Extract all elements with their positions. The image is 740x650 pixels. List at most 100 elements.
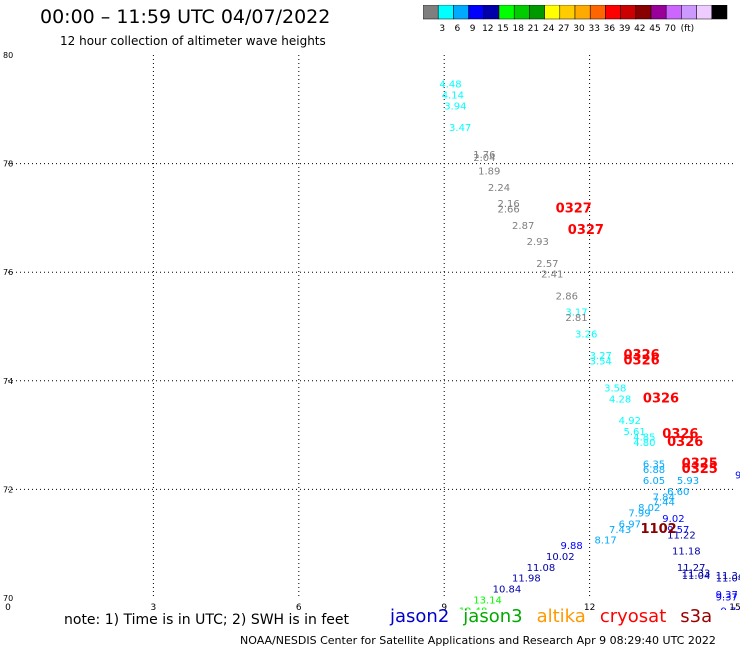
wave-height-point: 6.60 xyxy=(667,487,689,498)
pass-date-annotation: 0325 xyxy=(682,457,718,472)
colorbar-label: 15 xyxy=(497,24,508,34)
wave-height-point: 9.1 xyxy=(735,471,740,482)
x-tick-label: 0 xyxy=(5,603,11,610)
colorbar-label: 39 xyxy=(619,24,631,34)
colorbar-label: 36 xyxy=(604,24,616,34)
colorbar-label: 45 xyxy=(649,24,660,34)
y-tick-label: 76 xyxy=(3,268,13,277)
color-scale-bar: 3 6 9 12 15 18 21 24 27 30 33 36 39 42 45 70 (ft) xyxy=(423,5,728,34)
pass-date-annotation: 0326 xyxy=(624,348,660,363)
colorbar-label: 70 xyxy=(664,24,676,34)
wave-height-point: 13.48 xyxy=(459,606,488,610)
colorbar-label: 27 xyxy=(558,24,569,34)
wave-height-point: 3.54 xyxy=(590,357,612,368)
wave-height-point: 2.24 xyxy=(488,183,510,194)
wave-height-point: 11.27 xyxy=(677,563,706,574)
pass-date-annotation: 0327 xyxy=(556,201,592,216)
pass-date-annotation: 0327 xyxy=(568,223,604,238)
wave-height-point: 9.74 xyxy=(720,606,740,610)
wave-height-point: 1.89 xyxy=(478,166,500,177)
colorbar-label: 24 xyxy=(543,24,555,34)
wave-height-point: 6.05 xyxy=(643,476,665,487)
colorbar-label: 3 xyxy=(439,24,445,34)
wave-height-point: 3.58 xyxy=(604,384,626,395)
chart-plot: 70 72 74 76 78 80 0 3 6 9 12 15 4.484.143.94 3.47 1.76… xyxy=(3,51,740,610)
wave-height-point: 11.22 xyxy=(667,530,696,541)
wave-height-point: 4.14 xyxy=(442,90,464,101)
wave-height-point: 2.16 xyxy=(498,199,520,210)
wave-height-point: 9.88 xyxy=(561,541,583,552)
y-tick-label: 80 xyxy=(3,51,13,60)
colorbar-label: (ft) xyxy=(681,24,695,34)
wave-height-point: 11.98 xyxy=(512,574,541,585)
colorbar-label: 18 xyxy=(512,24,524,34)
legend-entry-jason3: jason3 xyxy=(463,606,523,627)
wave-height-point: 7.44 xyxy=(653,498,675,509)
wave-height-point: 3.27 xyxy=(590,351,612,362)
wave-height-point: 9.19 xyxy=(725,609,740,610)
wave-height-point: 2.41 xyxy=(541,270,563,281)
wave-height-point: 2.93 xyxy=(527,237,549,248)
y-tick-label: 70 xyxy=(3,594,13,603)
wave-height-point: 5.93 xyxy=(677,476,699,487)
wave-height-point: 11.34 xyxy=(716,571,740,582)
x-tick-label: 3 xyxy=(151,603,157,610)
pass-date-annotation: 0326 xyxy=(662,427,698,442)
wave-height-point: 10.02 xyxy=(546,552,575,563)
legend-entry-altika: altika xyxy=(536,606,586,627)
colorbar-label: 21 xyxy=(528,24,539,34)
legend-entry-jason2: jason2 xyxy=(390,606,450,627)
wave-height-point: 2.86 xyxy=(556,291,578,302)
x-tick-label: 15 xyxy=(729,603,740,610)
y-tick-label: 78 xyxy=(3,160,13,169)
wave-height-point: 2.87 xyxy=(512,221,534,232)
satellite-legend: jason2 jason3 altika cryosat s3a xyxy=(390,606,726,627)
wave-height-point: 9.57 xyxy=(667,525,689,536)
y-tick-label: 72 xyxy=(3,485,13,494)
wave-height-point: 11.33 xyxy=(682,568,711,579)
wave-height-point: 8.02 xyxy=(638,503,660,514)
wave-height-point: 9.37 xyxy=(716,593,738,604)
colorbar-label: 30 xyxy=(573,24,585,34)
x-tick-label: 6 xyxy=(296,603,302,610)
pass-date-annotation: 0325 xyxy=(682,462,718,477)
wave-height-point: 3.47 xyxy=(449,123,471,134)
pass-date-annotation: 1102 xyxy=(640,522,676,537)
credit-line: NOAA/NESDIS Center for Satellite Applica… xyxy=(240,634,716,647)
wave-height-point: 5.61 xyxy=(624,427,646,438)
wave-height-point: 6.35 xyxy=(643,460,665,471)
wave-height-point: 9.02 xyxy=(662,514,684,525)
wave-height-point: 11.18 xyxy=(672,547,701,558)
wave-height-point: 4.48 xyxy=(439,80,461,91)
wave-height-point: 11.04 xyxy=(716,574,740,585)
colorbar-label: 12 xyxy=(482,24,493,34)
wave-height-point: 3.17 xyxy=(565,308,587,319)
wave-height-point: 4.85 xyxy=(633,433,655,444)
y-tick-label: 74 xyxy=(3,377,13,386)
wave-height-point: 4.92 xyxy=(619,416,641,427)
page-subtitle: 12 hour collection of altimeter wave hei… xyxy=(60,34,326,48)
footer-note: note: 1) Time is in UTC; 2) SWH is in fe… xyxy=(64,612,350,628)
wave-height-point: 8.17 xyxy=(594,536,616,547)
colorbar-label: 33 xyxy=(588,24,599,34)
legend-entry-s3a: s3a xyxy=(680,606,713,627)
wave-height-point: 10.84 xyxy=(493,585,522,596)
wave-height-point: 9.37 xyxy=(716,590,738,601)
pass-date-annotation: 0326 xyxy=(624,354,660,369)
wave-height-point: 4.80 xyxy=(633,438,655,449)
wave-height-point: 6.88 xyxy=(643,465,665,476)
x-tick-label: 12 xyxy=(584,603,595,610)
wave-height-point: 6.97 xyxy=(619,519,641,530)
wave-height-point: 11.08 xyxy=(527,563,556,574)
wave-height-point: 2.57 xyxy=(536,259,558,270)
legend-entry-cryosat: cryosat xyxy=(599,606,667,627)
page-title: 00:00 – 11:59 UTC 04/07/2022 xyxy=(40,6,331,28)
pass-date-annotation: 0326 xyxy=(667,435,703,450)
wave-height-point: 11.04 xyxy=(682,571,711,582)
colorbar-swatch xyxy=(711,5,728,20)
wave-height-point: 7.84 xyxy=(653,492,675,503)
wave-height-point: 1.76 xyxy=(473,150,495,161)
x-tick-label: 9 xyxy=(441,603,447,610)
wave-height-point: 3.94 xyxy=(444,101,466,112)
wave-height-point: 3.26 xyxy=(575,329,597,340)
